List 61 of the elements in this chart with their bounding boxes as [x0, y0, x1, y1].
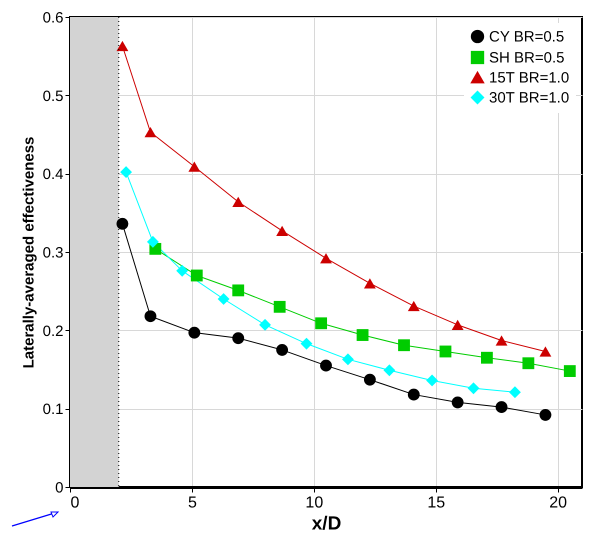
x-axis-title: x/D: [312, 514, 342, 534]
y-tick-label: 0.3: [42, 244, 64, 262]
point: [320, 253, 332, 264]
point: [259, 318, 271, 331]
x-tick-label: 0: [70, 494, 80, 512]
point: [496, 401, 508, 414]
point: [509, 386, 521, 398]
y-tick-label: 0: [55, 480, 64, 496]
point: [452, 396, 464, 408]
point: [398, 339, 410, 352]
point: [232, 284, 244, 296]
point: [232, 196, 244, 207]
point: [315, 317, 328, 330]
point: [522, 357, 534, 370]
point: [232, 332, 244, 344]
legend-label: SH BR=0.5: [489, 50, 564, 66]
point: [144, 127, 156, 138]
point: [383, 364, 396, 376]
point: [188, 161, 200, 172]
point: [300, 338, 312, 350]
point: [540, 346, 552, 357]
y-axis-title: Laterally-averaged effectiveness: [20, 136, 38, 368]
point: [468, 382, 480, 394]
point: [364, 278, 376, 288]
point: [190, 270, 203, 282]
point: [540, 409, 552, 421]
point: [426, 374, 438, 386]
x-tick-label: 20: [549, 494, 568, 512]
point: [144, 310, 156, 322]
point: [481, 352, 493, 364]
point: [408, 388, 420, 400]
x-tick-label: 5: [188, 494, 197, 512]
point: [276, 226, 288, 236]
point: [564, 365, 576, 377]
point: [496, 335, 508, 346]
point: [276, 344, 288, 356]
point: [146, 236, 159, 248]
point: [356, 329, 368, 341]
legend-label: CY BR=0.5: [489, 28, 564, 46]
point: [408, 300, 420, 312]
point: [188, 326, 200, 339]
point: [116, 40, 128, 52]
point: [342, 353, 354, 366]
y-tick-label: 0.5: [42, 88, 64, 105]
point: [274, 300, 286, 313]
x-tick-label: 15: [427, 494, 446, 512]
x-tick-label: 10: [305, 494, 324, 512]
point: [116, 218, 128, 230]
point: [176, 264, 188, 277]
point: [440, 346, 452, 358]
y-tick-label: 0.2: [42, 322, 64, 340]
y-tick-label: 0.1: [42, 401, 64, 418]
legend-label: 15T BR=1.0: [489, 70, 570, 86]
point: [364, 374, 376, 386]
point: [320, 360, 332, 372]
point: [452, 320, 464, 330]
y-tick-label: 0.4: [42, 166, 64, 184]
legend-label: 30T BR=1.0: [489, 90, 570, 106]
y-tick-label: 0.6: [42, 10, 64, 26]
point: [218, 293, 230, 305]
point: [120, 166, 132, 178]
